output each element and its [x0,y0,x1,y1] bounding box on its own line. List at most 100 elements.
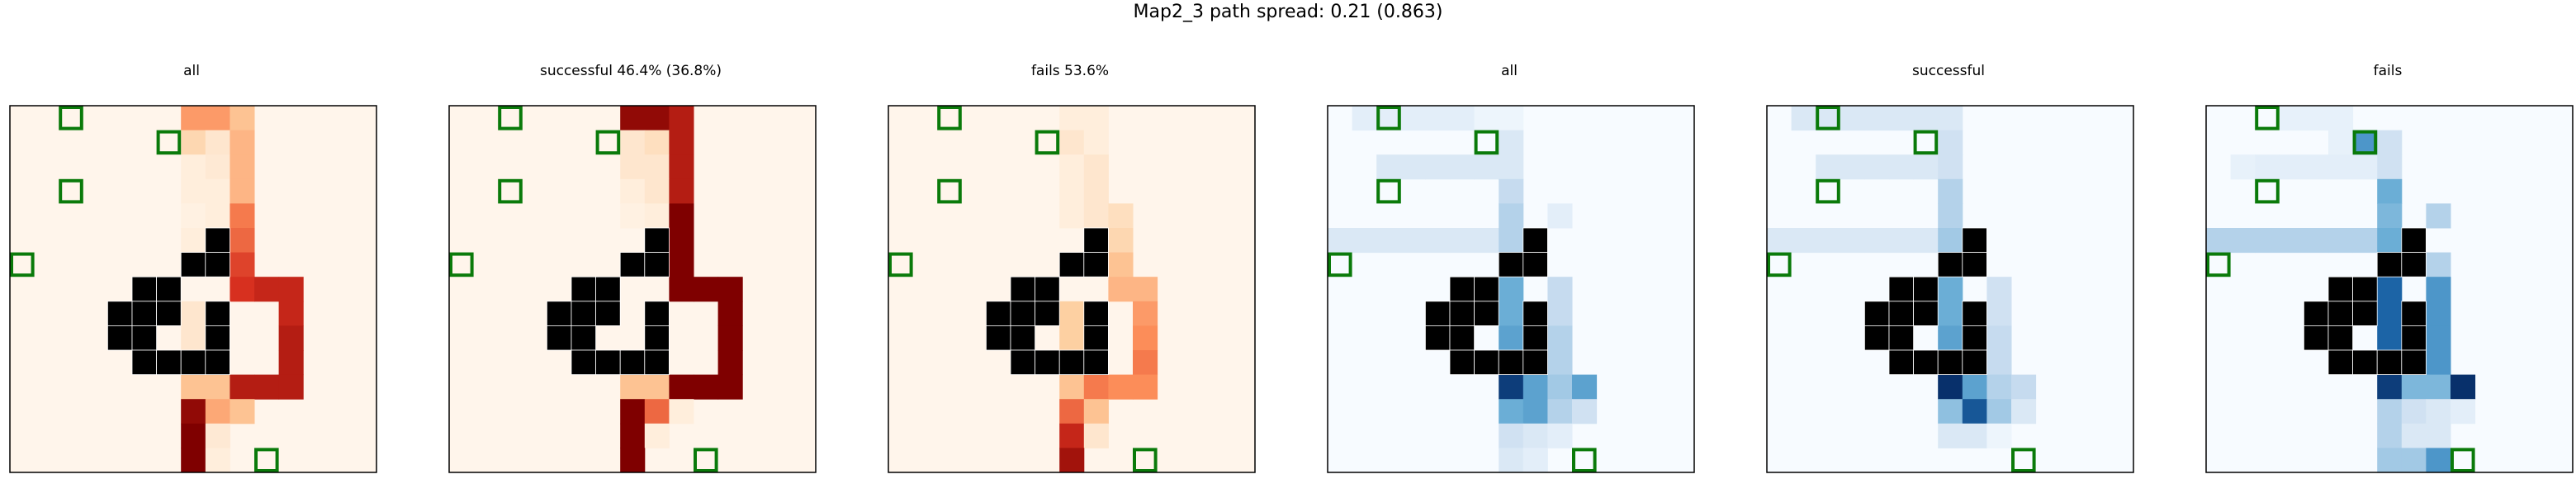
panel-title: fails 53.6% [1030,63,1110,79]
heatmap-cell [1522,423,1548,448]
heatmap-cell [620,154,646,180]
panel-title: all [183,63,200,79]
wall-cell [2327,276,2354,302]
wall-cell [1010,276,1036,302]
plot-frame [448,105,817,473]
heatmap-cell [1986,325,2012,351]
heatmap-cell [1499,448,1524,473]
heatmap-cell [181,203,206,229]
heatmap-cell [644,178,670,204]
heatmap-cell [181,423,206,448]
heatmap-cell [2377,228,2403,254]
goal-marker [59,106,83,130]
plot-frame [1766,105,2134,473]
wall-cell [205,301,230,326]
heatmap-cell [2206,228,2232,254]
wall-cell [2401,227,2427,254]
heatmap-cell [254,374,280,400]
heatmap-cell [2426,423,2451,448]
heatmap-cell [2230,154,2256,180]
wall-cell [156,276,182,302]
heatmap-cell [1986,277,2012,302]
heatmap-cell [230,203,255,229]
heatmap-cell [2377,178,2403,204]
goal-marker [2352,130,2378,155]
heatmap-cell [620,203,646,229]
goal-marker [2451,448,2475,472]
wall-cell [1864,301,1890,326]
heatmap-cell [2426,277,2451,302]
wall-cell [205,252,230,277]
plot-frame [9,105,377,473]
heatmap-cell [1425,228,1451,254]
heatmap-cell [1938,154,1963,180]
heatmap-cell [669,277,694,302]
heatmap-cell [1108,252,1134,277]
heatmap-cell [1572,374,1598,400]
heatmap-cell [2377,301,2403,326]
heatmap-cell [620,399,646,424]
heatmap-cell [2328,106,2354,131]
wall-cell [205,325,230,351]
goal-marker [59,178,83,204]
heatmap-cell [1083,374,1109,400]
wall-cell [131,276,158,302]
wall-cell [1425,301,1451,326]
goal-marker [694,448,718,472]
wall-cell [205,349,230,376]
wall-cell [1058,252,1085,277]
heatmap-cell [1962,374,1987,400]
heatmap-cell [278,374,304,400]
heatmap-cell [2352,154,2378,180]
goal-marker [888,252,913,277]
wall-cell [986,325,1011,351]
heatmap-cell [2377,277,2403,302]
wall-cell [1913,301,1939,326]
plot-frame [888,105,1256,473]
heatmap-cell [1083,130,1109,155]
heatmap-cell [1938,374,1963,400]
heatmap-cell [1059,106,1085,131]
wall-cell [1522,325,1548,351]
heatmap-cell [644,106,670,131]
goal-marker [1474,130,1499,155]
heatmap-cell [1986,399,2012,424]
wall-cell [156,301,182,326]
heatmap-cell [2377,399,2403,424]
heatmap-cell [717,374,743,400]
wall-cell [1522,227,1548,254]
heatmap-cell [669,106,694,131]
heatmap-cell [694,277,719,302]
heatmap-cell [717,301,743,326]
heatmap-cell [1986,350,2012,376]
wall-cell [1888,325,1915,351]
heatmap-cell [1938,203,1963,229]
heatmap-cell [1962,399,1987,424]
heatmap-plot [2205,105,2574,473]
heatmap-cell [1083,154,1109,180]
heatmap-cell [230,178,255,204]
heatmap-cell [181,325,206,351]
heatmap-cell [2304,154,2329,180]
heatmap-cell [2255,154,2280,180]
wall-cell [1083,227,1109,254]
heatmap-cell [1376,228,1402,254]
wall-cell [644,325,670,351]
heatmap-cell [205,130,230,155]
heatmap-cell [1059,154,1085,180]
goal-marker [1816,106,1840,130]
wall-cell [1937,349,1963,376]
heatmap-cell [1522,374,1548,400]
wall-cell [571,301,597,326]
heatmap-cell [1572,399,1598,424]
panel-title: successful [1912,63,1985,79]
wall-cell [1522,301,1548,326]
heatmap-cell [1938,325,1963,351]
heatmap-cell [1962,423,1987,448]
wall-cell [1913,276,1939,302]
heatmap-cell [1352,228,1377,254]
wall-cell [1962,227,1987,254]
heatmap-cell [1133,301,1158,326]
heatmap-cell [1059,423,1085,448]
heatmap-cell [1499,325,1524,351]
